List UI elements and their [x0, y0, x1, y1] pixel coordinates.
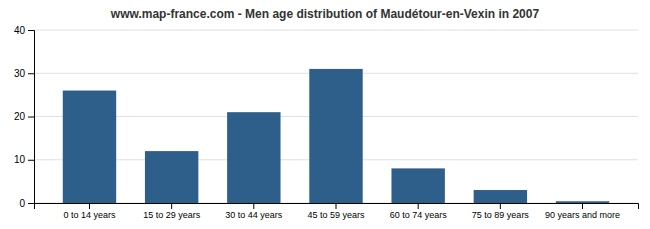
tick-mark	[500, 203, 501, 209]
tick-label: 10	[14, 154, 26, 165]
tick-label: 15 to 29 years	[143, 210, 201, 220]
tick-mark	[253, 203, 254, 209]
tick: 15 to 29 years	[143, 203, 201, 220]
tick-mark	[28, 117, 34, 118]
bar	[474, 190, 527, 203]
tick: 40	[14, 25, 34, 36]
tick-mark	[28, 160, 34, 161]
bar	[391, 168, 444, 203]
bars	[63, 69, 609, 203]
tick: 0 to 14 years	[63, 203, 116, 220]
bar	[145, 151, 198, 203]
tick-label: 0 to 14 years	[63, 210, 116, 220]
tick: 30 to 44 years	[225, 203, 283, 220]
tick: 20	[14, 111, 34, 122]
chart: www.map-france.com - Men age distributio…	[0, 0, 650, 229]
tick-mark	[89, 203, 90, 209]
grid-line	[34, 30, 638, 31]
tick: 45 to 59 years	[307, 203, 365, 220]
tick-mark	[336, 203, 337, 209]
tick: 0	[19, 198, 34, 209]
bar	[556, 201, 609, 203]
plot: 0 10 20 30 40 0 to 14 years 15 to 29 years 30 t…	[14, 25, 639, 221]
axis-line	[28, 31, 35, 204]
tick: 10	[14, 154, 34, 165]
tick-label: 60 to 74 years	[390, 210, 448, 220]
tick-mark	[171, 203, 172, 209]
x-axis: 0 to 14 years 15 to 29 years 30 to 44 year…	[35, 203, 639, 220]
bar	[227, 112, 280, 203]
tick-label: 0	[19, 198, 25, 209]
tick-mark	[582, 203, 583, 209]
tick: 30	[14, 68, 34, 79]
y-axis: 0 10 20 30 40	[14, 25, 35, 209]
tick-label: 90 years and more	[545, 210, 620, 220]
tick-mark	[418, 203, 419, 209]
axis-line	[35, 204, 639, 210]
bar	[309, 69, 362, 203]
tick: 90 years and more	[545, 203, 620, 220]
tick-label: 30	[14, 68, 26, 79]
tick-label: 20	[14, 111, 26, 122]
tick-mark	[28, 30, 34, 31]
tick-label: 75 to 89 years	[472, 210, 530, 220]
tick-mark	[28, 73, 34, 74]
tick-label: 45 to 59 years	[307, 210, 365, 220]
tick-mark	[28, 203, 34, 204]
bar	[63, 91, 116, 203]
tick-label: 30 to 44 years	[225, 210, 283, 220]
grid	[34, 30, 638, 203]
tick: 60 to 74 years	[390, 203, 448, 220]
tick: 75 to 89 years	[472, 203, 530, 220]
title: www.map-france.com - Men age distributio…	[110, 7, 540, 21]
tick-label: 40	[14, 25, 26, 36]
